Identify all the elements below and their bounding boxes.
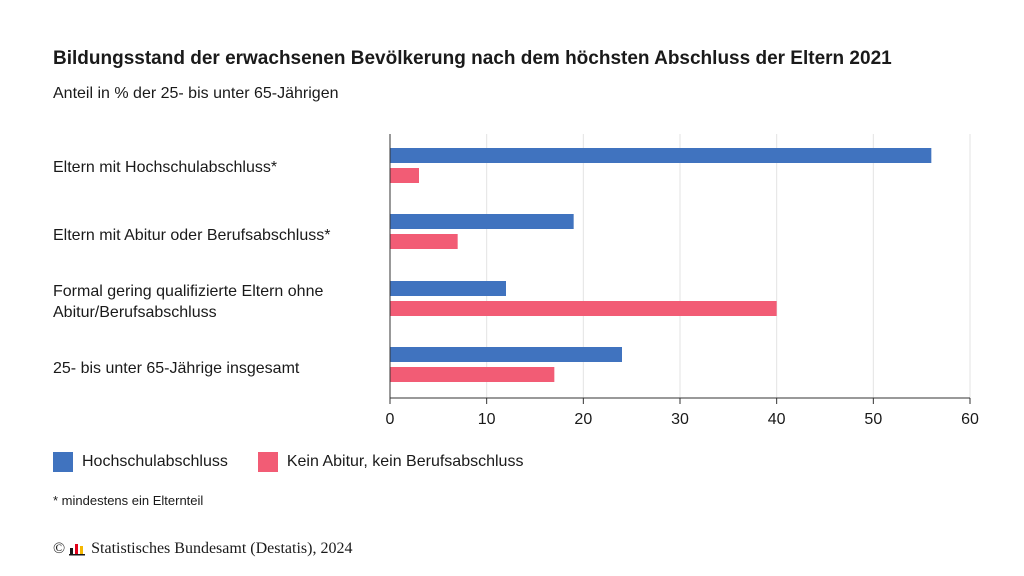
bar-hochschul-1 [390,214,574,229]
legend-label-kein-abitur: Kein Abitur, kein Berufsabschluss [286,453,524,470]
x-tick-label-10: 10 [478,411,496,428]
x-tick-label-0: 0 [386,411,395,428]
bar-kein-abitur-3 [390,367,555,382]
footnote: * mindestens ein Elternteil [53,493,204,508]
bar-hochschul-2 [390,281,506,296]
x-tick-label-40: 40 [768,411,786,428]
legend-label-hochschul: Hochschulabschluss [82,453,228,470]
copyright-symbol: © [53,540,66,557]
legend-swatch-blue [53,452,73,472]
x-tick-label-20: 20 [574,411,592,428]
source-text: Statistisches Bundesamt (Destatis), 2024 [91,540,353,557]
x-tick-label-60: 60 [961,411,979,428]
legend: Hochschulabschluss Kein Abitur, kein Ber… [53,452,553,472]
chart-title: Bildungsstand der erwachsenen Bevölkerun… [53,48,892,69]
legend-item-hochschul[interactable]: Hochschulabschluss [53,452,228,472]
x-tick-label-30: 30 [671,411,689,428]
bar-hochschul-0 [390,148,932,163]
destatis-logo-icon [69,544,86,556]
category-label-insgesamt: 25- bis unter 65-Jährige insgesamt [53,360,300,377]
chart-subtitle: Anteil in % der 25- bis unter 65-Jährige… [53,85,339,102]
bar-hochschul-3 [390,347,622,362]
category-label-abitur: Eltern mit Abitur oder Berufsabschluss* [53,227,331,244]
bar-kein-abitur-1 [390,234,458,249]
category-label-hochschul: Eltern mit Hochschulabschluss* [53,159,278,176]
legend-item-kein-abitur[interactable]: Kein Abitur, kein Berufsabschluss [257,452,524,472]
legend-swatch-red [257,452,278,472]
category-label-gering: Formal gering qualifizierte Eltern ohne … [53,283,324,321]
bar-kein-abitur-2 [390,301,777,316]
bar-kein-abitur-0 [390,168,419,183]
x-tick-label-50: 50 [864,411,882,428]
source-line: © Statistisches Bundesamt (Destatis), 20… [53,540,352,558]
